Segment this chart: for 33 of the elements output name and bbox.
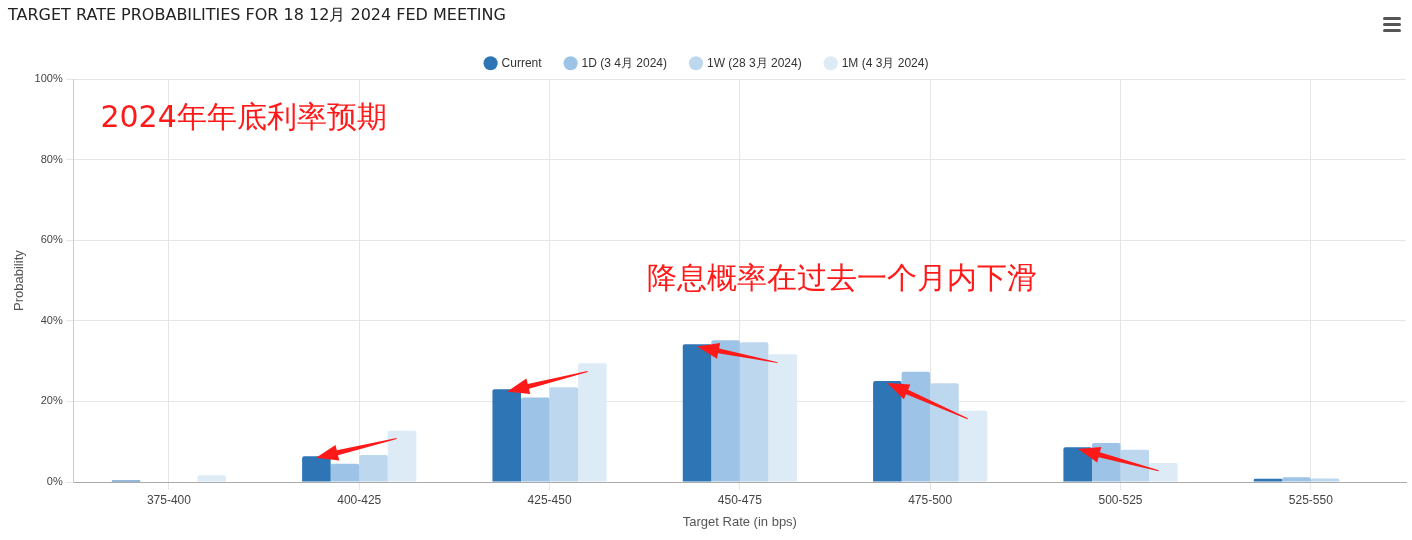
- bar: [1282, 477, 1311, 482]
- bar: [1149, 463, 1178, 482]
- y-tick-label: 100%: [34, 72, 63, 85]
- legend-label: 1M (4 3月 2024): [841, 55, 929, 70]
- x-tick-label: 425-450: [527, 492, 572, 507]
- bar: [197, 475, 226, 482]
- x-tick-label: 525-550: [1288, 492, 1334, 507]
- bar: [521, 397, 550, 482]
- bar: [492, 389, 521, 482]
- x-tick-label: 450-475: [717, 492, 763, 507]
- x-axis-title: Target Rate (in bps): [682, 513, 797, 529]
- bar: [387, 430, 417, 482]
- legend-label: Current: [501, 55, 543, 70]
- x-tick-label: 400-425: [337, 492, 382, 507]
- x-tick-label: 500-525: [1098, 492, 1143, 507]
- legend-label: 1W (28 3月 2024): [706, 55, 802, 70]
- y-tick-label: 40%: [40, 313, 63, 326]
- bar: [958, 410, 988, 482]
- y-tick-label: 60%: [40, 233, 63, 246]
- chart-title: TARGET RATE PROBABILITIES FOR 18 12月 2024 FED MEETING: [7, 4, 506, 24]
- x-tick-label: 375-400: [146, 492, 192, 507]
- legend-label: 1D (3 4月 2024): [581, 55, 667, 70]
- y-tick-label: 80%: [40, 152, 63, 165]
- bar: [578, 363, 607, 482]
- annotation: 2024年年底利率预期: [100, 99, 387, 135]
- bar: [768, 354, 797, 482]
- y-axis-title: Probability: [11, 249, 27, 311]
- x-tick-label: 475-500: [908, 492, 953, 507]
- bar: [1310, 478, 1340, 482]
- annotation: 降息概率在过去一个月内下滑: [646, 260, 1037, 296]
- y-tick-label: 20%: [40, 394, 63, 407]
- bar: [1253, 478, 1283, 482]
- y-tick-label: 0%: [46, 475, 63, 488]
